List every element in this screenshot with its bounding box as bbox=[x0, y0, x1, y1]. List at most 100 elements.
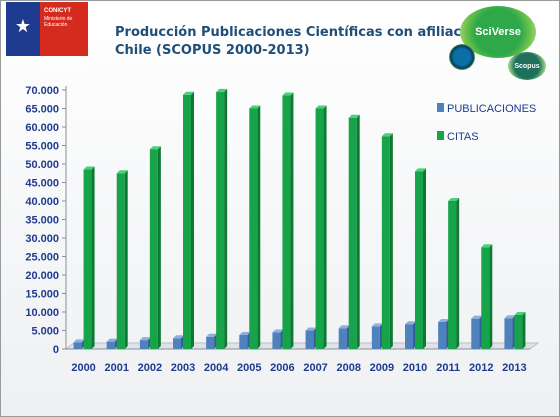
bar-citas-top bbox=[315, 105, 327, 109]
bar-citas-side bbox=[522, 311, 526, 349]
logo-org: CONICYT bbox=[44, 8, 71, 14]
bar-publicaciones-top bbox=[405, 321, 416, 325]
bar-citas bbox=[149, 149, 158, 349]
y-tick-label: 30.000 bbox=[25, 233, 59, 245]
bar-citas-top bbox=[183, 91, 194, 95]
bar-publicaciones-top bbox=[504, 315, 516, 319]
bar-publicaciones-top bbox=[173, 335, 184, 339]
bar-citas bbox=[315, 108, 324, 349]
y-tick-label: 55.000 bbox=[25, 141, 59, 153]
logo-sub1: Ministerio de bbox=[44, 16, 73, 22]
bar-citas bbox=[448, 201, 457, 349]
bar-citas-side bbox=[224, 88, 228, 349]
bar-publicaciones-top bbox=[106, 338, 118, 342]
legend-label-publicaciones: PUBLICACIONES bbox=[447, 103, 536, 115]
bar-citas-side bbox=[323, 105, 327, 349]
bar-citas-side bbox=[157, 146, 161, 349]
logo-footer: Gobierno de Chile bbox=[44, 68, 85, 74]
y-tick-label: 10.000 bbox=[25, 307, 59, 319]
bar-publicaciones-top bbox=[239, 331, 251, 335]
bar-citas-top bbox=[216, 88, 228, 92]
y-tick-label: 45.000 bbox=[25, 178, 59, 190]
bar-publicaciones bbox=[438, 321, 447, 349]
bar-citas-side bbox=[356, 114, 360, 349]
bar-publicaciones-top bbox=[371, 323, 383, 327]
y-tick-label: 5.000 bbox=[31, 326, 59, 338]
bar-citas bbox=[282, 95, 291, 349]
bar-publicaciones bbox=[106, 341, 115, 349]
x-tick-label: 2013 bbox=[502, 362, 526, 374]
bar-citas bbox=[83, 169, 92, 349]
legend-label-citas: CITAS bbox=[447, 131, 479, 143]
bar-citas bbox=[116, 173, 125, 349]
star-icon: ★ bbox=[14, 16, 32, 36]
bar-publicaciones bbox=[305, 330, 314, 349]
bar-citas bbox=[381, 136, 390, 349]
bar-citas-top bbox=[348, 114, 360, 118]
bar-publicaciones-top bbox=[206, 333, 218, 337]
bar-publicaciones bbox=[338, 328, 347, 349]
bar-citas-side bbox=[290, 92, 294, 350]
bar-citas bbox=[249, 108, 258, 349]
bar-publicaciones-top bbox=[471, 315, 483, 319]
y-tick-label: 25.000 bbox=[25, 252, 59, 264]
x-tick-label: 2001 bbox=[104, 362, 128, 374]
bar-citas-top bbox=[116, 170, 128, 174]
bar-publicaciones bbox=[206, 336, 215, 349]
y-tick-label: 65.000 bbox=[25, 104, 59, 116]
bar-citas-top bbox=[381, 133, 393, 137]
x-tick-label: 2004 bbox=[204, 362, 229, 374]
title-line-1: Producción Publicaciones Científicas con… bbox=[115, 25, 484, 40]
bar-publicaciones bbox=[471, 318, 480, 349]
bar-citas-top bbox=[415, 168, 426, 172]
bar-publicaciones bbox=[504, 318, 513, 349]
bar-citas-side bbox=[257, 105, 261, 349]
bar-citas bbox=[514, 314, 523, 349]
x-tick-label: 2007 bbox=[303, 362, 327, 374]
x-tick-label: 2009 bbox=[370, 362, 394, 374]
logo-sub2: Educación bbox=[44, 22, 68, 28]
globe-badge-icon bbox=[449, 44, 475, 70]
bar-citas bbox=[415, 171, 423, 349]
conicyt-logo: ★ CONICYT Ministerio de Educación Gobier… bbox=[6, 2, 88, 78]
bar-citas-side bbox=[191, 91, 194, 349]
bar-citas bbox=[481, 247, 490, 349]
bar-citas-top bbox=[83, 166, 95, 170]
x-tick-label: 2003 bbox=[171, 362, 195, 374]
bar-citas-side bbox=[91, 166, 95, 349]
bar-citas-top bbox=[481, 244, 493, 248]
bar-citas bbox=[183, 94, 191, 349]
bar-publicaciones bbox=[272, 332, 281, 349]
y-tick-label: 60.000 bbox=[25, 122, 59, 134]
bar-citas-top bbox=[514, 311, 526, 315]
y-tick-label: 15.000 bbox=[25, 289, 59, 301]
bar-citas-top bbox=[282, 92, 294, 96]
bar-publicaciones bbox=[173, 338, 181, 349]
bar-citas-top bbox=[149, 146, 161, 150]
bar-citas-side bbox=[389, 133, 393, 349]
bar-citas-side bbox=[423, 168, 426, 349]
bar-publicaciones bbox=[73, 342, 82, 349]
bar-publicaciones-top bbox=[305, 327, 317, 331]
x-tick-label: 2010 bbox=[403, 362, 427, 374]
title-line-2: Chile (SCOPUS 2000-2013) bbox=[115, 43, 310, 58]
y-tick-label: 0 bbox=[53, 344, 59, 356]
scopus-badge: Scopus bbox=[508, 52, 546, 80]
x-tick-label: 2011 bbox=[436, 362, 460, 374]
y-tick-label: 70.000 bbox=[25, 85, 59, 97]
bar-publicaciones-top bbox=[73, 339, 85, 343]
bar-publicaciones bbox=[139, 340, 148, 349]
x-tick-label: 2000 bbox=[71, 362, 95, 374]
legend-swatch-publicaciones bbox=[437, 103, 444, 112]
bar-publicaciones bbox=[405, 324, 413, 349]
bar-citas-top bbox=[249, 105, 261, 109]
page-title: Producción Publicaciones Científicas con… bbox=[115, 24, 484, 60]
y-tick-label: 50.000 bbox=[25, 159, 59, 171]
bar-citas bbox=[348, 117, 357, 349]
bar-publicaciones-top bbox=[338, 325, 350, 329]
y-tick-label: 35.000 bbox=[25, 215, 59, 227]
bar-publicaciones-top bbox=[438, 318, 450, 322]
bar-publicaciones bbox=[239, 334, 248, 349]
bar-citas-side bbox=[124, 170, 128, 349]
